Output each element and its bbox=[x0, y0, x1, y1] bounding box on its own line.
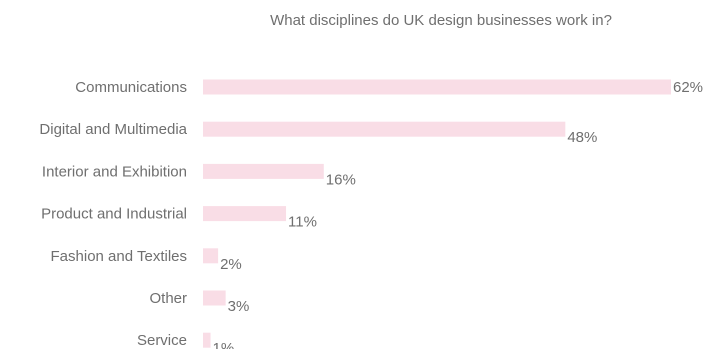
category-label: Other bbox=[149, 290, 187, 307]
value-label: 62% bbox=[673, 79, 703, 96]
category-label: Communications bbox=[75, 79, 187, 96]
bar bbox=[203, 163, 324, 179]
bar bbox=[203, 248, 219, 264]
bar bbox=[203, 332, 211, 348]
category-label: Service bbox=[137, 332, 187, 349]
bar bbox=[203, 121, 566, 137]
chart-title: What disciplines do UK design businesses… bbox=[270, 12, 612, 29]
bar bbox=[203, 290, 226, 306]
category-label: Digital and Multimedia bbox=[39, 121, 187, 138]
category-label: Fashion and Textiles bbox=[51, 248, 187, 265]
value-label: 16% bbox=[326, 171, 356, 188]
bar bbox=[203, 206, 287, 222]
category-label: Interior and Exhibition bbox=[42, 163, 187, 180]
value-label: 2% bbox=[220, 256, 242, 273]
value-label: 48% bbox=[567, 129, 597, 146]
value-label: 1% bbox=[213, 340, 235, 349]
value-label: 3% bbox=[228, 298, 250, 315]
category-label: Product and Industrial bbox=[41, 206, 187, 223]
bar bbox=[203, 79, 671, 95]
value-label: 11% bbox=[288, 214, 317, 231]
